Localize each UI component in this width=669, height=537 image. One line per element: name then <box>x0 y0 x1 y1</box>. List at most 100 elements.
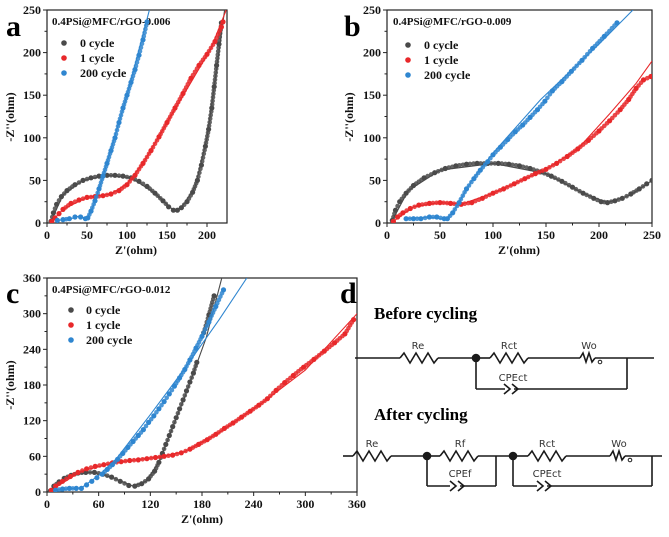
cpect-label: CPEct <box>533 469 562 480</box>
data-point-0-cycle <box>211 91 216 97</box>
data-point-0-cycle <box>92 174 98 180</box>
data-point-0-cycle <box>201 151 207 157</box>
data-point-1-cycle <box>504 184 510 190</box>
sample-label: 0.4PSi@MFC/rGO-0.009 <box>393 16 512 28</box>
data-point-0-cycle <box>212 80 217 86</box>
data-point-0-cycle <box>216 41 222 47</box>
data-point-1-cycle <box>48 487 54 492</box>
resistor-rf <box>439 449 479 463</box>
data-point-0-cycle <box>112 172 118 178</box>
x-tick-label: 250 <box>643 228 661 242</box>
data-point-1-cycle <box>100 193 106 199</box>
data-point-200-cycle <box>166 391 172 397</box>
data-point-200-cycle <box>144 19 150 25</box>
x-tick-label: 150 <box>158 228 176 242</box>
data-point-0-cycle <box>179 402 184 407</box>
data-point-0-cycle <box>52 206 58 211</box>
data-point-1-cycle <box>127 179 132 184</box>
data-point-200-cycle <box>89 478 95 484</box>
data-point-0-cycle <box>192 367 197 372</box>
cpe-ct-symbol <box>536 480 545 492</box>
data-point-1-cycle <box>64 476 69 482</box>
data-point-200-cycle <box>460 193 466 198</box>
fit-line-1-cycle <box>393 60 652 222</box>
data-point-200-cycle <box>582 55 587 60</box>
data-point-1-cycle <box>412 204 417 210</box>
data-point-1-cycle <box>75 469 81 475</box>
data-point-0-cycle <box>563 180 568 186</box>
data-point-0-cycle <box>124 174 130 180</box>
data-point-0-cycle <box>435 169 441 174</box>
data-point-0-cycle <box>467 161 473 167</box>
data-point-200-cycle <box>466 183 472 188</box>
data-point-0-cycle <box>172 419 177 425</box>
data-point-200-cycle <box>426 214 432 220</box>
legend-marker-1-cycle <box>405 57 411 63</box>
x-tick-label: 360 <box>348 497 366 511</box>
x-tick-label: 120 <box>141 497 159 511</box>
data-point-0-cycle <box>636 186 642 192</box>
data-point-200-cycle <box>203 326 208 332</box>
data-point-1-cycle <box>561 156 566 162</box>
data-point-0-cycle <box>194 359 200 365</box>
legend: 0 cycle 1 cycle 200 cycle <box>405 38 471 82</box>
data-point-0-cycle <box>200 155 206 160</box>
y-tick-label: 50 <box>369 173 381 187</box>
data-point-200-cycle <box>403 216 409 222</box>
data-point-0-cycle <box>187 379 193 385</box>
data-point-200-cycle <box>143 423 149 429</box>
y-tick-label: 50 <box>29 173 41 187</box>
y-tick-label: 200 <box>23 46 41 60</box>
data-point-0-cycle <box>183 388 190 394</box>
warburg-wo <box>579 350 596 365</box>
data-point-1-cycle <box>68 200 74 206</box>
x-tick-label: 240 <box>245 497 263 511</box>
data-point-0-cycle <box>185 384 191 389</box>
sample-label: 0.4PSi@MFC/rGO-0.006 <box>52 16 171 28</box>
fit-line-1-cycle <box>51 10 227 222</box>
data-point-1-cycle <box>218 24 224 30</box>
data-point-200-cycle <box>113 131 119 137</box>
data-point-0-cycle <box>624 193 629 199</box>
x-tick-label: 50 <box>434 228 446 242</box>
data-point-200-cycle <box>112 135 118 141</box>
cpef-label: CPEf <box>449 469 472 480</box>
data-point-200-cycle <box>469 179 474 185</box>
warburg-wo <box>609 448 626 463</box>
data-point-200-cycle <box>614 20 620 26</box>
data-point-0-cycle <box>87 470 93 475</box>
data-point-0-cycle <box>96 173 102 179</box>
data-point-0-cycle <box>117 478 123 484</box>
data-point-0-cycle <box>168 428 174 434</box>
data-point-0-cycle <box>170 424 176 430</box>
data-point-1-cycle <box>178 450 184 456</box>
data-point-200-cycle <box>156 406 162 412</box>
data-point-1-cycle <box>84 194 90 200</box>
fit-line-0-cycle <box>391 162 652 221</box>
data-point-1-cycle <box>150 144 156 150</box>
legend-label-0-cycle: 0 cycle <box>80 36 115 50</box>
cpect-label: CPEct <box>499 373 528 384</box>
data-point-0-cycle <box>446 165 452 170</box>
y-tick-label: 100 <box>363 131 381 145</box>
y-tick-label: 0 <box>35 216 41 230</box>
data-point-200-cycle <box>407 216 413 221</box>
data-point-0-cycle <box>649 177 652 183</box>
data-point-200-cycle <box>139 41 145 46</box>
data-point-0-cycle <box>199 159 205 164</box>
data-point-1-cycle <box>108 191 114 197</box>
y-tick-label: 120 <box>23 414 41 428</box>
data-point-0-cycle <box>165 437 170 443</box>
y-tick-label: 60 <box>29 449 41 463</box>
data-point-0-cycle <box>644 181 650 187</box>
data-point-0-cycle <box>88 175 94 181</box>
x-tick-label: 100 <box>118 228 136 242</box>
cpe-f-symbol <box>449 480 458 492</box>
data-point-0-cycle <box>214 59 220 65</box>
data-point-0-cycle <box>212 77 218 82</box>
x-tick-label: 50 <box>81 228 93 242</box>
data-point-0-cycle <box>619 195 625 201</box>
data-point-1-cycle <box>183 448 188 454</box>
data-point-0-cycle <box>198 166 203 172</box>
data-point-200-cycle <box>140 427 146 433</box>
